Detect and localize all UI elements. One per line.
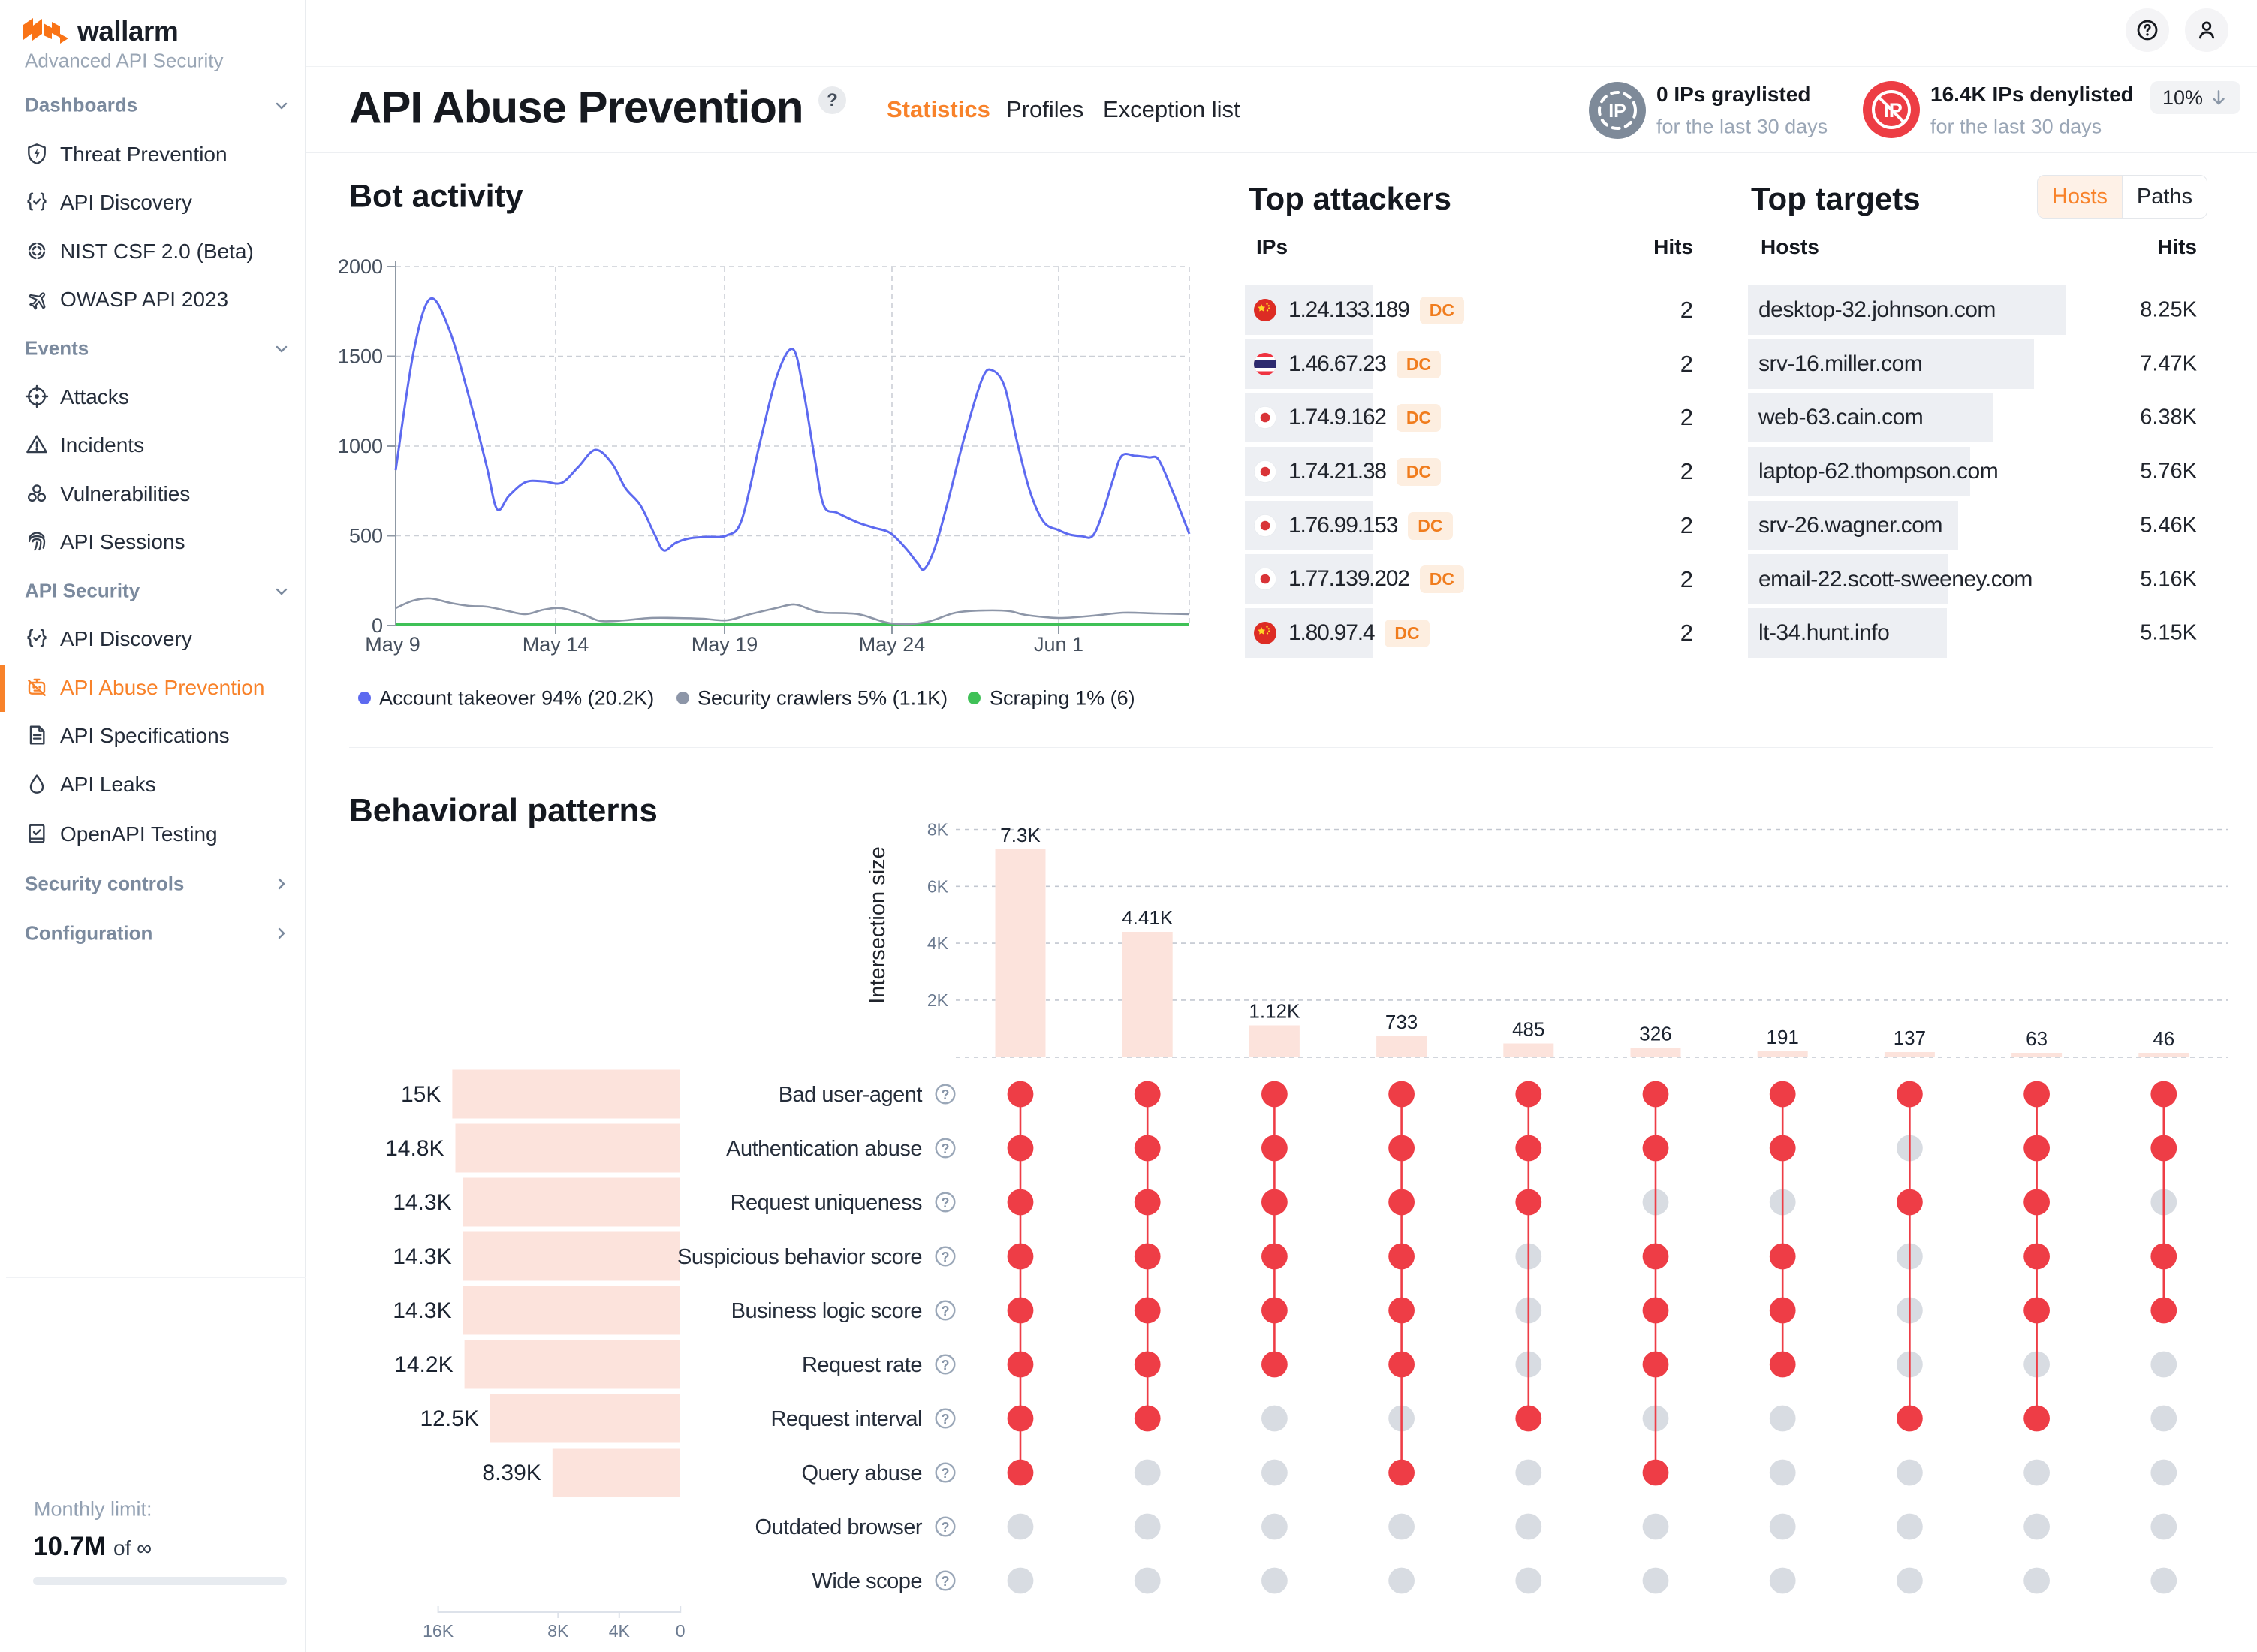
svg-text:Request interval: Request interval [770,1407,922,1431]
svg-text:12.5K: 12.5K [420,1406,478,1431]
svg-text:63: 63 [2026,1027,2048,1050]
svg-text:Suspicious behavior score: Suspicious behavior score [677,1245,922,1269]
svg-text:Query abuse: Query abuse [801,1461,922,1485]
svg-text:0: 0 [676,1621,686,1641]
svg-text:14.2K: 14.2K [394,1352,453,1377]
svg-text:?: ? [942,1304,950,1319]
svg-text:8K: 8K [547,1621,569,1641]
svg-text:4.41K: 4.41K [1122,906,1174,929]
svg-text:6K: 6K [927,876,949,896]
svg-text:Business logic score: Business logic score [731,1299,922,1323]
svg-text:Request rate: Request rate [802,1353,922,1377]
svg-text:May 19: May 19 [692,633,758,656]
svg-text:7.3K: 7.3K [1000,824,1041,846]
svg-text:0: 0 [372,614,383,637]
svg-text:Jun 1: Jun 1 [1034,633,1083,656]
svg-text:8.39K: 8.39K [482,1461,541,1485]
svg-text:137: 137 [1894,1026,1926,1049]
svg-text:Outdated browser: Outdated browser [755,1515,922,1539]
svg-text:15K: 15K [401,1082,441,1107]
svg-text:?: ? [942,1520,950,1535]
svg-text:?: ? [942,1087,950,1102]
svg-text:May 24: May 24 [859,633,926,656]
svg-text:?: ? [942,1250,950,1265]
svg-text:4K: 4K [609,1621,631,1641]
svg-text:16K: 16K [423,1621,454,1641]
svg-text:IP: IP [1608,101,1626,122]
svg-text:2000: 2000 [338,255,383,278]
svg-text:Bad user-agent: Bad user-agent [779,1083,923,1107]
svg-text:46: 46 [2153,1027,2174,1050]
svg-text:?: ? [942,1195,950,1210]
svg-text:500: 500 [349,525,383,547]
svg-text:?: ? [942,1466,950,1481]
svg-text:?: ? [942,1574,950,1589]
svg-text:Wide scope: Wide scope [812,1569,922,1593]
svg-text:485: 485 [1512,1018,1544,1041]
svg-text:14.3K: 14.3K [393,1298,451,1323]
svg-text:?: ? [942,1141,950,1156]
svg-text:Authentication abuse: Authentication abuse [726,1137,922,1161]
svg-text:191: 191 [1767,1026,1799,1048]
svg-text:May 9: May 9 [365,633,420,656]
svg-text:8K: 8K [927,820,949,840]
svg-text:2K: 2K [927,990,949,1010]
svg-text:14.8K: 14.8K [385,1136,444,1161]
svg-text:Intersection size: Intersection size [866,846,890,1004]
svg-text:1.12K: 1.12K [1249,1000,1300,1023]
svg-text:Request uniqueness: Request uniqueness [731,1191,922,1215]
svg-text:14.3K: 14.3K [393,1244,451,1269]
svg-text:733: 733 [1385,1011,1418,1033]
svg-text:14.3K: 14.3K [393,1190,451,1215]
svg-text:1000: 1000 [338,435,383,457]
svg-text:May 14: May 14 [523,633,589,656]
svg-text:?: ? [942,1412,950,1427]
svg-text:4K: 4K [927,933,949,953]
svg-text:?: ? [942,1358,950,1373]
svg-text:326: 326 [1639,1023,1671,1045]
svg-text:1500: 1500 [338,345,383,368]
